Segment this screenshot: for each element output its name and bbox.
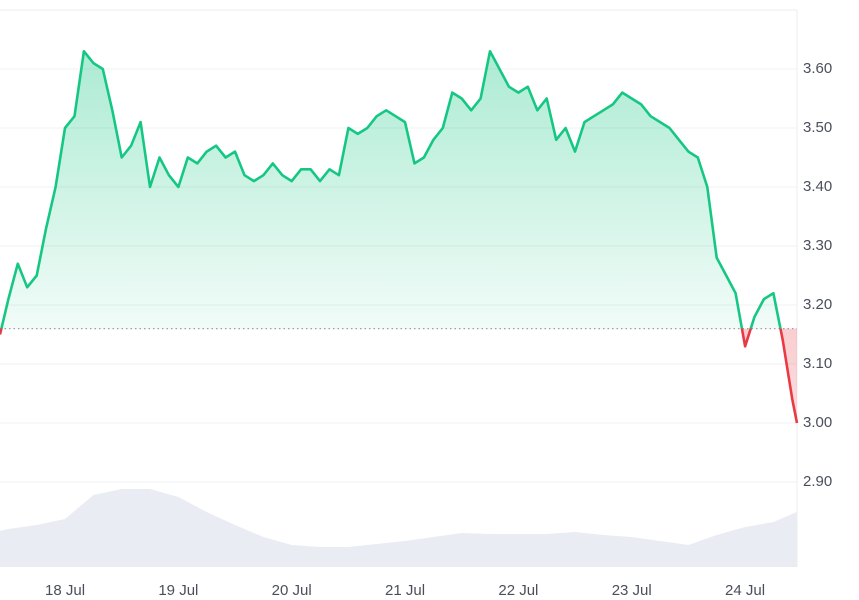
y-tick-label: 3.40 [803, 178, 832, 195]
x-tick-label: 23 Jul [612, 582, 652, 599]
price-area [0, 51, 797, 424]
y-tick-label: 3.10 [803, 355, 832, 372]
y-tick-label: 3.60 [803, 60, 832, 77]
y-tick-label: 3.00 [803, 414, 832, 431]
x-tick-label: 19 Jul [158, 582, 198, 599]
x-tick-label: 24 Jul [725, 582, 765, 599]
y-tick-label: 3.30 [803, 237, 832, 254]
price-line [0, 50, 799, 424]
y-tick-label: 3.20 [803, 296, 832, 313]
x-tick-label: 18 Jul [45, 582, 85, 599]
x-tick-label: 20 Jul [272, 582, 312, 599]
y-tick-label: 3.50 [803, 119, 832, 136]
y-tick-label: 2.90 [803, 473, 832, 490]
x-tick-label: 21 Jul [385, 582, 425, 599]
x-tick-label: 22 Jul [498, 582, 538, 599]
volume-area [0, 489, 797, 567]
